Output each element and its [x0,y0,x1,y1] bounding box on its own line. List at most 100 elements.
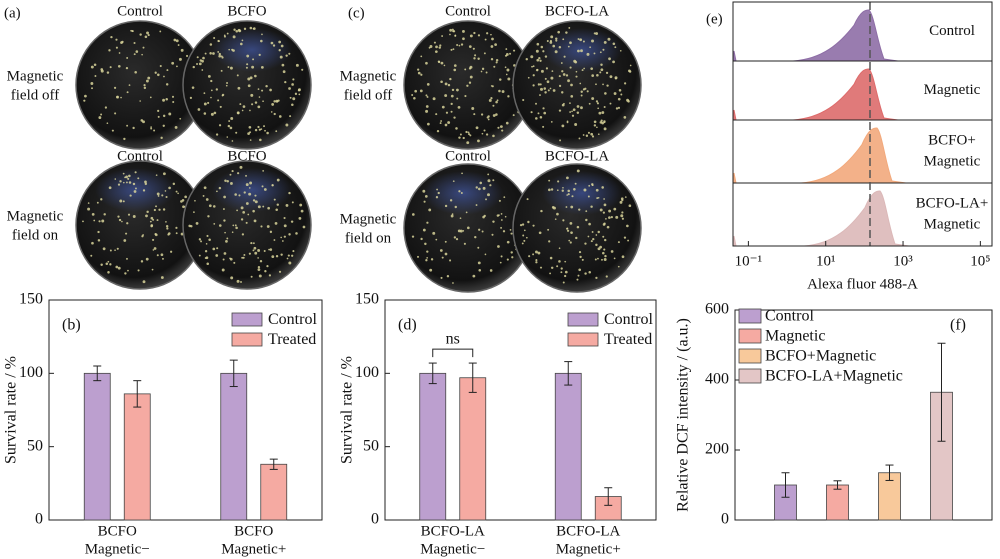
colony [502,230,506,233]
colony [414,89,417,93]
colony [271,103,275,106]
colony [260,39,263,43]
colony [531,65,533,68]
colony [500,213,503,215]
legend-swatch [738,308,762,324]
colony [245,221,248,224]
colony [481,67,485,71]
colony [249,76,253,80]
colony [115,38,118,41]
colony [482,215,485,219]
colony [536,68,539,71]
colony [509,52,512,55]
colony [513,49,516,52]
colony [483,129,486,132]
colony [566,227,569,230]
colony [578,137,581,140]
colony [450,48,453,51]
colony [269,88,272,92]
colony [590,240,593,243]
colony [574,182,577,185]
colony [129,194,132,197]
colony [430,258,434,261]
colony [156,254,159,257]
colony [230,117,234,120]
colony [595,276,598,280]
colony [599,208,603,212]
colony [90,82,94,85]
y-tick-label: 400 [705,371,729,388]
colony [561,70,564,73]
colony [503,196,506,199]
colony [599,51,602,54]
colony [549,272,552,275]
colony [252,242,255,245]
colony [110,35,113,39]
bar [123,393,151,521]
colony [551,70,554,73]
colony [434,50,438,54]
colony [232,49,235,52]
colony [595,243,598,247]
colony [254,200,258,204]
legend-swatch [738,368,762,384]
colony [605,275,608,278]
colony [532,84,535,87]
colony [535,259,538,262]
colony [585,210,588,213]
colony [602,48,605,51]
legend-label: BCFO-LA+Magnetic [765,368,903,385]
colony [603,248,606,251]
colony [206,234,209,238]
axes-frame [734,309,993,521]
colony [468,67,472,70]
colony [489,269,493,272]
colony [215,88,218,91]
colony [599,121,603,124]
colony [566,229,570,232]
colony [573,188,576,191]
colony [586,90,589,93]
colony [257,125,260,129]
colony [444,240,447,243]
colony [558,247,561,250]
colony [113,86,117,89]
colony [143,86,147,90]
colony [175,226,178,229]
colony [540,69,544,73]
colony [432,97,436,101]
colony [450,102,453,106]
y-tick-label: 100 [19,364,43,381]
colony [475,126,479,130]
colony [591,74,595,77]
colony [495,100,498,104]
colony [227,124,231,128]
colony [288,191,291,195]
y-axis-label: Relative DCF intensity / (a.u.) [675,318,692,512]
colony [569,41,572,45]
colony [617,106,621,109]
colony [201,59,204,63]
colony [175,39,179,43]
colony [499,78,502,81]
colony [416,255,420,258]
colony [246,54,250,58]
colony [172,100,175,103]
colony [204,257,207,260]
colony [584,242,587,245]
colony [578,268,582,272]
x-tick-label: BCFO-LA [421,523,485,539]
colony [263,188,267,191]
colony [162,257,164,260]
colony [548,179,551,182]
colony [91,241,94,245]
colony [225,240,228,243]
colony [127,213,131,216]
x-tick-label: 10⁻¹ [735,253,762,269]
colony [424,242,427,246]
colony [419,89,423,93]
panel-label: (f) [950,317,966,334]
colony [97,230,100,234]
colony [436,129,440,133]
colony [264,270,267,273]
